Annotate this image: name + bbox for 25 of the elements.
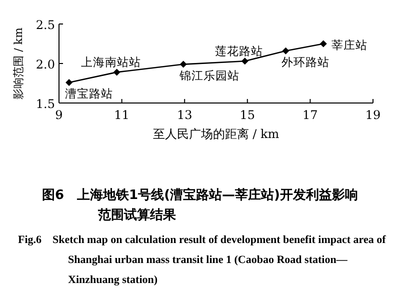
y-tick-label: 1.5 <box>36 97 55 111</box>
annotation: 莲花路站 <box>214 44 263 58</box>
y-axis-title: 影响范围 / km <box>12 27 25 100</box>
text: 图6 上海地铁1号线(漕宝路站—莘庄站)开发利益影响范围试算结果 <box>42 186 359 225</box>
y-tick-label: 2.5 <box>36 18 55 32</box>
annotation: 漕宝路站 <box>65 86 114 100</box>
x-tick-label: 9 <box>55 108 63 122</box>
annotation: 锦江乐园站 <box>178 68 240 82</box>
x-tick-label: 19 <box>365 108 381 122</box>
point <box>113 68 120 76</box>
x-tick-label: 15 <box>240 108 256 122</box>
point <box>241 58 248 65</box>
y-tick-label: 2.0 <box>36 58 55 72</box>
annotation: 莘庄站 <box>331 38 368 52</box>
x-tick-label: 17 <box>302 108 318 122</box>
point <box>66 78 73 86</box>
x-tick-label: 13 <box>176 108 192 122</box>
text: Fig.6 Sketch map on calculation result of development benefit impact area of Shanghai urban mass transit line 1 (Caobao Road station—Xinzhuang station) <box>18 233 387 288</box>
annotation: 上海南站站 <box>80 55 141 70</box>
x-tick-label: 11 <box>114 108 130 122</box>
point <box>320 40 327 48</box>
point <box>180 60 187 68</box>
x-axis-title: 至人民广场的距离 / km <box>152 127 280 141</box>
point <box>282 47 290 54</box>
annotation: 外环路站 <box>282 54 330 69</box>
